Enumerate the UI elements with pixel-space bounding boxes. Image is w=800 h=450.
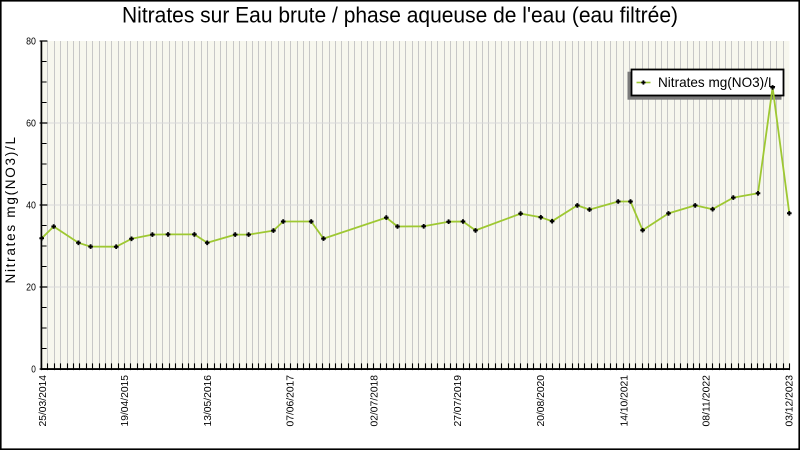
svg-text:0: 0 (31, 365, 36, 376)
svg-text:60: 60 (26, 119, 36, 130)
svg-text:03/12/2023: 03/12/2023 (784, 375, 796, 427)
svg-text:Nitrates mg(NO3)/L: Nitrates mg(NO3)/L (3, 137, 18, 284)
svg-text:20/08/2020: 20/08/2020 (535, 375, 547, 427)
svg-text:02/07/2018: 02/07/2018 (369, 375, 381, 427)
svg-text:80: 80 (26, 37, 36, 48)
svg-text:25/03/2014: 25/03/2014 (37, 375, 49, 427)
svg-text:Nitrates mg(NO3)/L: Nitrates mg(NO3)/L (658, 74, 776, 90)
svg-text:Nitrates sur Eau brute / phase: Nitrates sur Eau brute / phase aqueuse d… (122, 3, 678, 28)
svg-text:19/04/2015: 19/04/2015 (119, 375, 131, 427)
svg-text:08/11/2022: 08/11/2022 (701, 375, 713, 427)
svg-text:13/05/2016: 13/05/2016 (202, 375, 214, 427)
svg-text:07/06/2017: 07/06/2017 (285, 375, 297, 427)
svg-text:27/07/2019: 27/07/2019 (452, 375, 464, 427)
svg-text:14/10/2021: 14/10/2021 (619, 375, 631, 427)
svg-text:40: 40 (26, 201, 36, 212)
svg-text:20: 20 (26, 283, 36, 294)
